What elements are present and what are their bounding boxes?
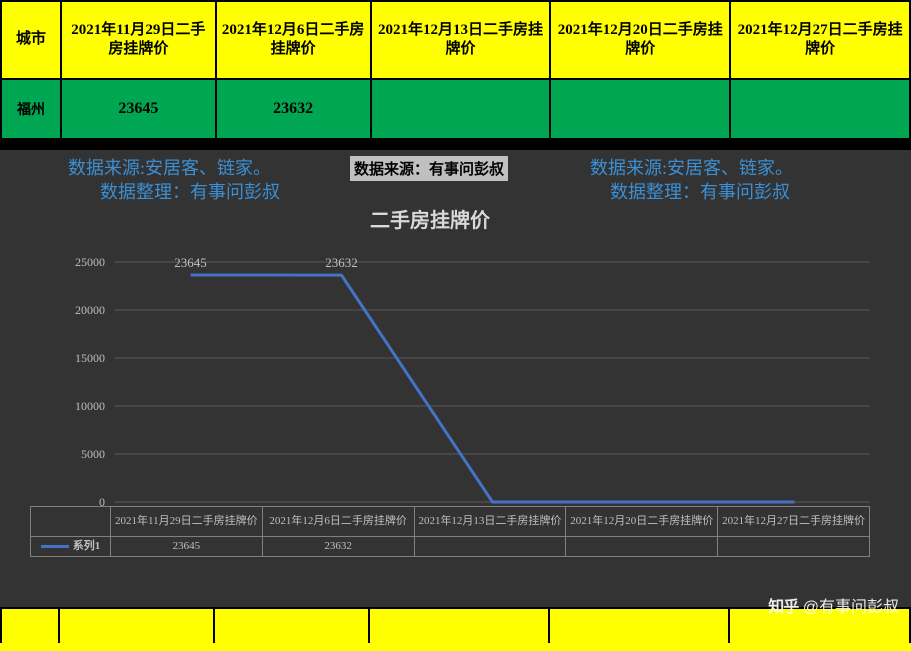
dt-cat-1: 2021年12月6日二手房挂牌价 [262, 507, 414, 537]
col-date-0: 2021年11月29日二手房挂牌价 [61, 1, 216, 79]
legend-line-icon [41, 545, 69, 548]
svg-text:5000: 5000 [81, 447, 105, 461]
table-data-row: 福州 23645 23632 [1, 79, 910, 139]
dt-cat-0: 2021年11月29日二手房挂牌价 [110, 507, 262, 537]
dt-val-4 [718, 537, 870, 557]
wm-center: 数据来源：有事问彭叔 [350, 156, 508, 181]
dt-cat-3: 2021年12月20日二手房挂牌价 [566, 507, 718, 537]
price-table: 城市 2021年11月29日二手房挂牌价 2021年12月6日二手房挂牌价 20… [0, 0, 911, 140]
cell-val-4 [730, 79, 910, 139]
zhihu-user: @有事问彭叔 [803, 599, 899, 616]
svg-text:15000: 15000 [75, 351, 105, 365]
blank-corner [31, 507, 111, 537]
line-chart: 05000100001500020000250002364523632 [0, 202, 911, 512]
dt-cat-2: 2021年12月13日二手房挂牌价 [414, 507, 566, 537]
col-date-4: 2021年12月27日二手房挂牌价 [730, 1, 910, 79]
zhihu-watermark: 知乎 @有事问彭叔 [768, 593, 899, 617]
legend-cell: 系列1 [31, 537, 111, 557]
svg-text:23645: 23645 [174, 255, 207, 270]
zhihu-logo: 知乎 [768, 599, 798, 616]
chart-data-table: 2021年11月29日二手房挂牌价 2021年12月6日二手房挂牌价 2021年… [30, 506, 870, 557]
black-strip [0, 140, 911, 150]
dt-val-3 [566, 537, 718, 557]
dt-cat-4: 2021年12月27日二手房挂牌价 [718, 507, 870, 537]
svg-text:10000: 10000 [75, 399, 105, 413]
watermark-row: 数据来源:安居客、链家。 数据来源：有事问彭叔 数据来源:安居客、链家。 数据整… [0, 150, 911, 202]
dt-val-0: 23645 [110, 537, 262, 557]
cell-city: 福州 [1, 79, 61, 139]
wm-left-1: 数据来源:安居客、链家。 [68, 154, 271, 180]
col-date-2: 2021年12月13日二手房挂牌价 [371, 1, 551, 79]
cell-val-2 [371, 79, 551, 139]
wm-right-2: 数据整理：有事问彭叔 [610, 178, 790, 204]
wm-left-2: 数据整理：有事问彭叔 [100, 178, 280, 204]
wm-right-1: 数据来源:安居客、链家。 [590, 154, 793, 180]
svg-text:25000: 25000 [75, 255, 105, 269]
cell-val-3 [550, 79, 730, 139]
svg-text:20000: 20000 [75, 303, 105, 317]
col-date-3: 2021年12月20日二手房挂牌价 [550, 1, 730, 79]
chart-area: 二手房挂牌价 050001000015000200002500023645236… [0, 202, 911, 607]
cell-val-0: 23645 [61, 79, 216, 139]
legend-label: 系列1 [73, 540, 101, 552]
col-date-1: 2021年12月6日二手房挂牌价 [216, 1, 371, 79]
dt-val-1: 23632 [262, 537, 414, 557]
col-city: 城市 [1, 1, 61, 79]
dt-val-2 [414, 537, 566, 557]
cell-val-1: 23632 [216, 79, 371, 139]
svg-text:23632: 23632 [325, 255, 358, 270]
table-header-row: 城市 2021年11月29日二手房挂牌价 2021年12月6日二手房挂牌价 20… [1, 1, 910, 79]
